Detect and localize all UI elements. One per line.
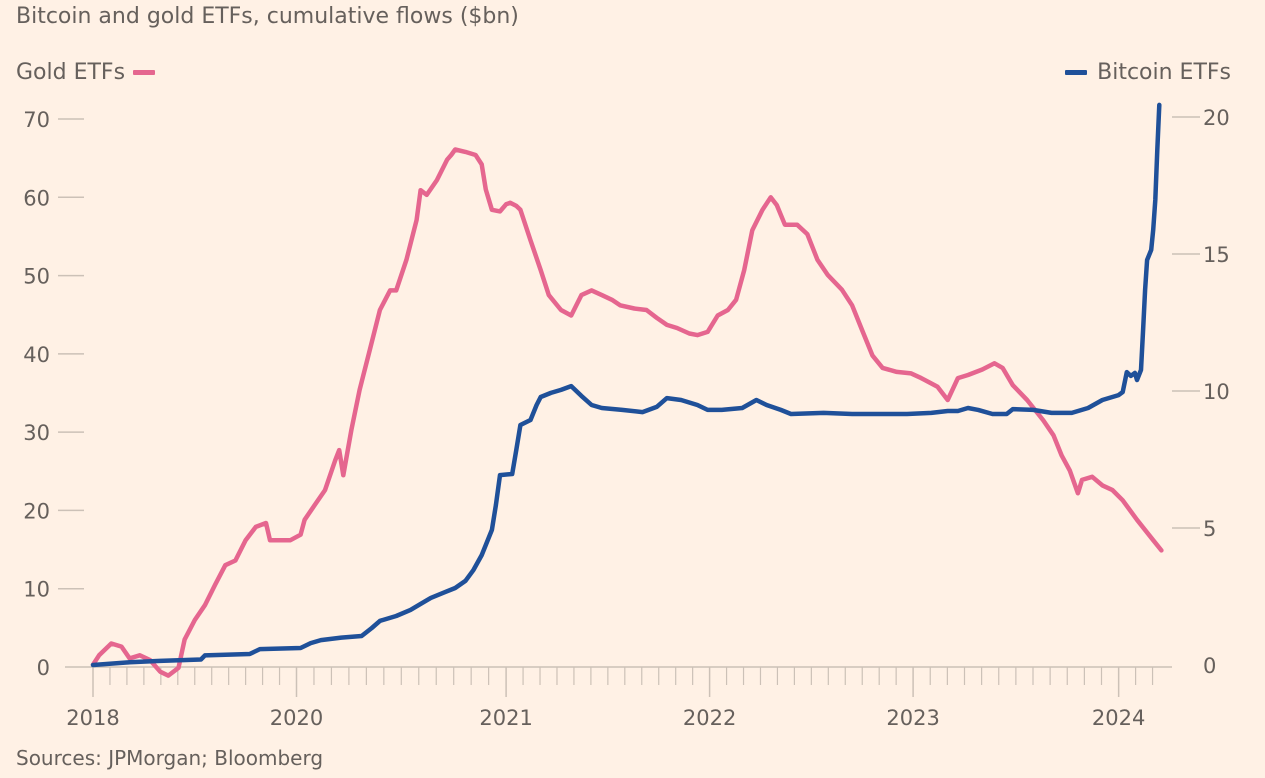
chart-source: Sources: JPMorgan; Bloomberg (16, 746, 324, 770)
x-tick-label: 2023 (886, 706, 939, 730)
y-left-tick-label: 10 (23, 578, 50, 602)
y-left-tick-label: 70 (23, 108, 50, 132)
y-left-tick-label: 30 (23, 421, 50, 445)
x-tick-label: 2024 (1092, 706, 1145, 730)
y-right-tick-label: 5 (1203, 517, 1216, 541)
gold-etfs-line (90, 147, 1164, 678)
y-left-tick-label: 20 (23, 499, 50, 523)
y-left-tick-label: 50 (23, 265, 50, 289)
y-right-tick-label: 0 (1203, 654, 1216, 678)
legend-bitcoin: Bitcoin ETFs (1065, 60, 1231, 85)
y-left-tick-label: 0 (37, 656, 50, 680)
legend-gold-swatch (133, 70, 156, 75)
x-tick-label: 2021 (479, 706, 532, 730)
y-right-tick-label: 15 (1203, 243, 1230, 267)
y-left-tick-label: 40 (23, 343, 50, 367)
y-right-tick-label: 20 (1203, 106, 1230, 130)
y-right-tick-label: 10 (1203, 380, 1230, 404)
chart-title: Bitcoin and gold ETFs, cumulative flows … (16, 4, 519, 29)
legend-bitcoin-swatch (1065, 70, 1088, 75)
x-tick-label: 2020 (270, 706, 323, 730)
legend-gold: Gold ETFs (16, 60, 156, 85)
x-tick-label: 2018 (66, 706, 119, 730)
legend-bitcoin-label: Bitcoin ETFs (1097, 60, 1231, 85)
x-tick-label: 2022 (683, 706, 736, 730)
y-left-tick-label: 60 (23, 186, 50, 210)
bitcoin-etfs-line (90, 102, 1162, 668)
legend-gold-label: Gold ETFs (16, 60, 126, 85)
